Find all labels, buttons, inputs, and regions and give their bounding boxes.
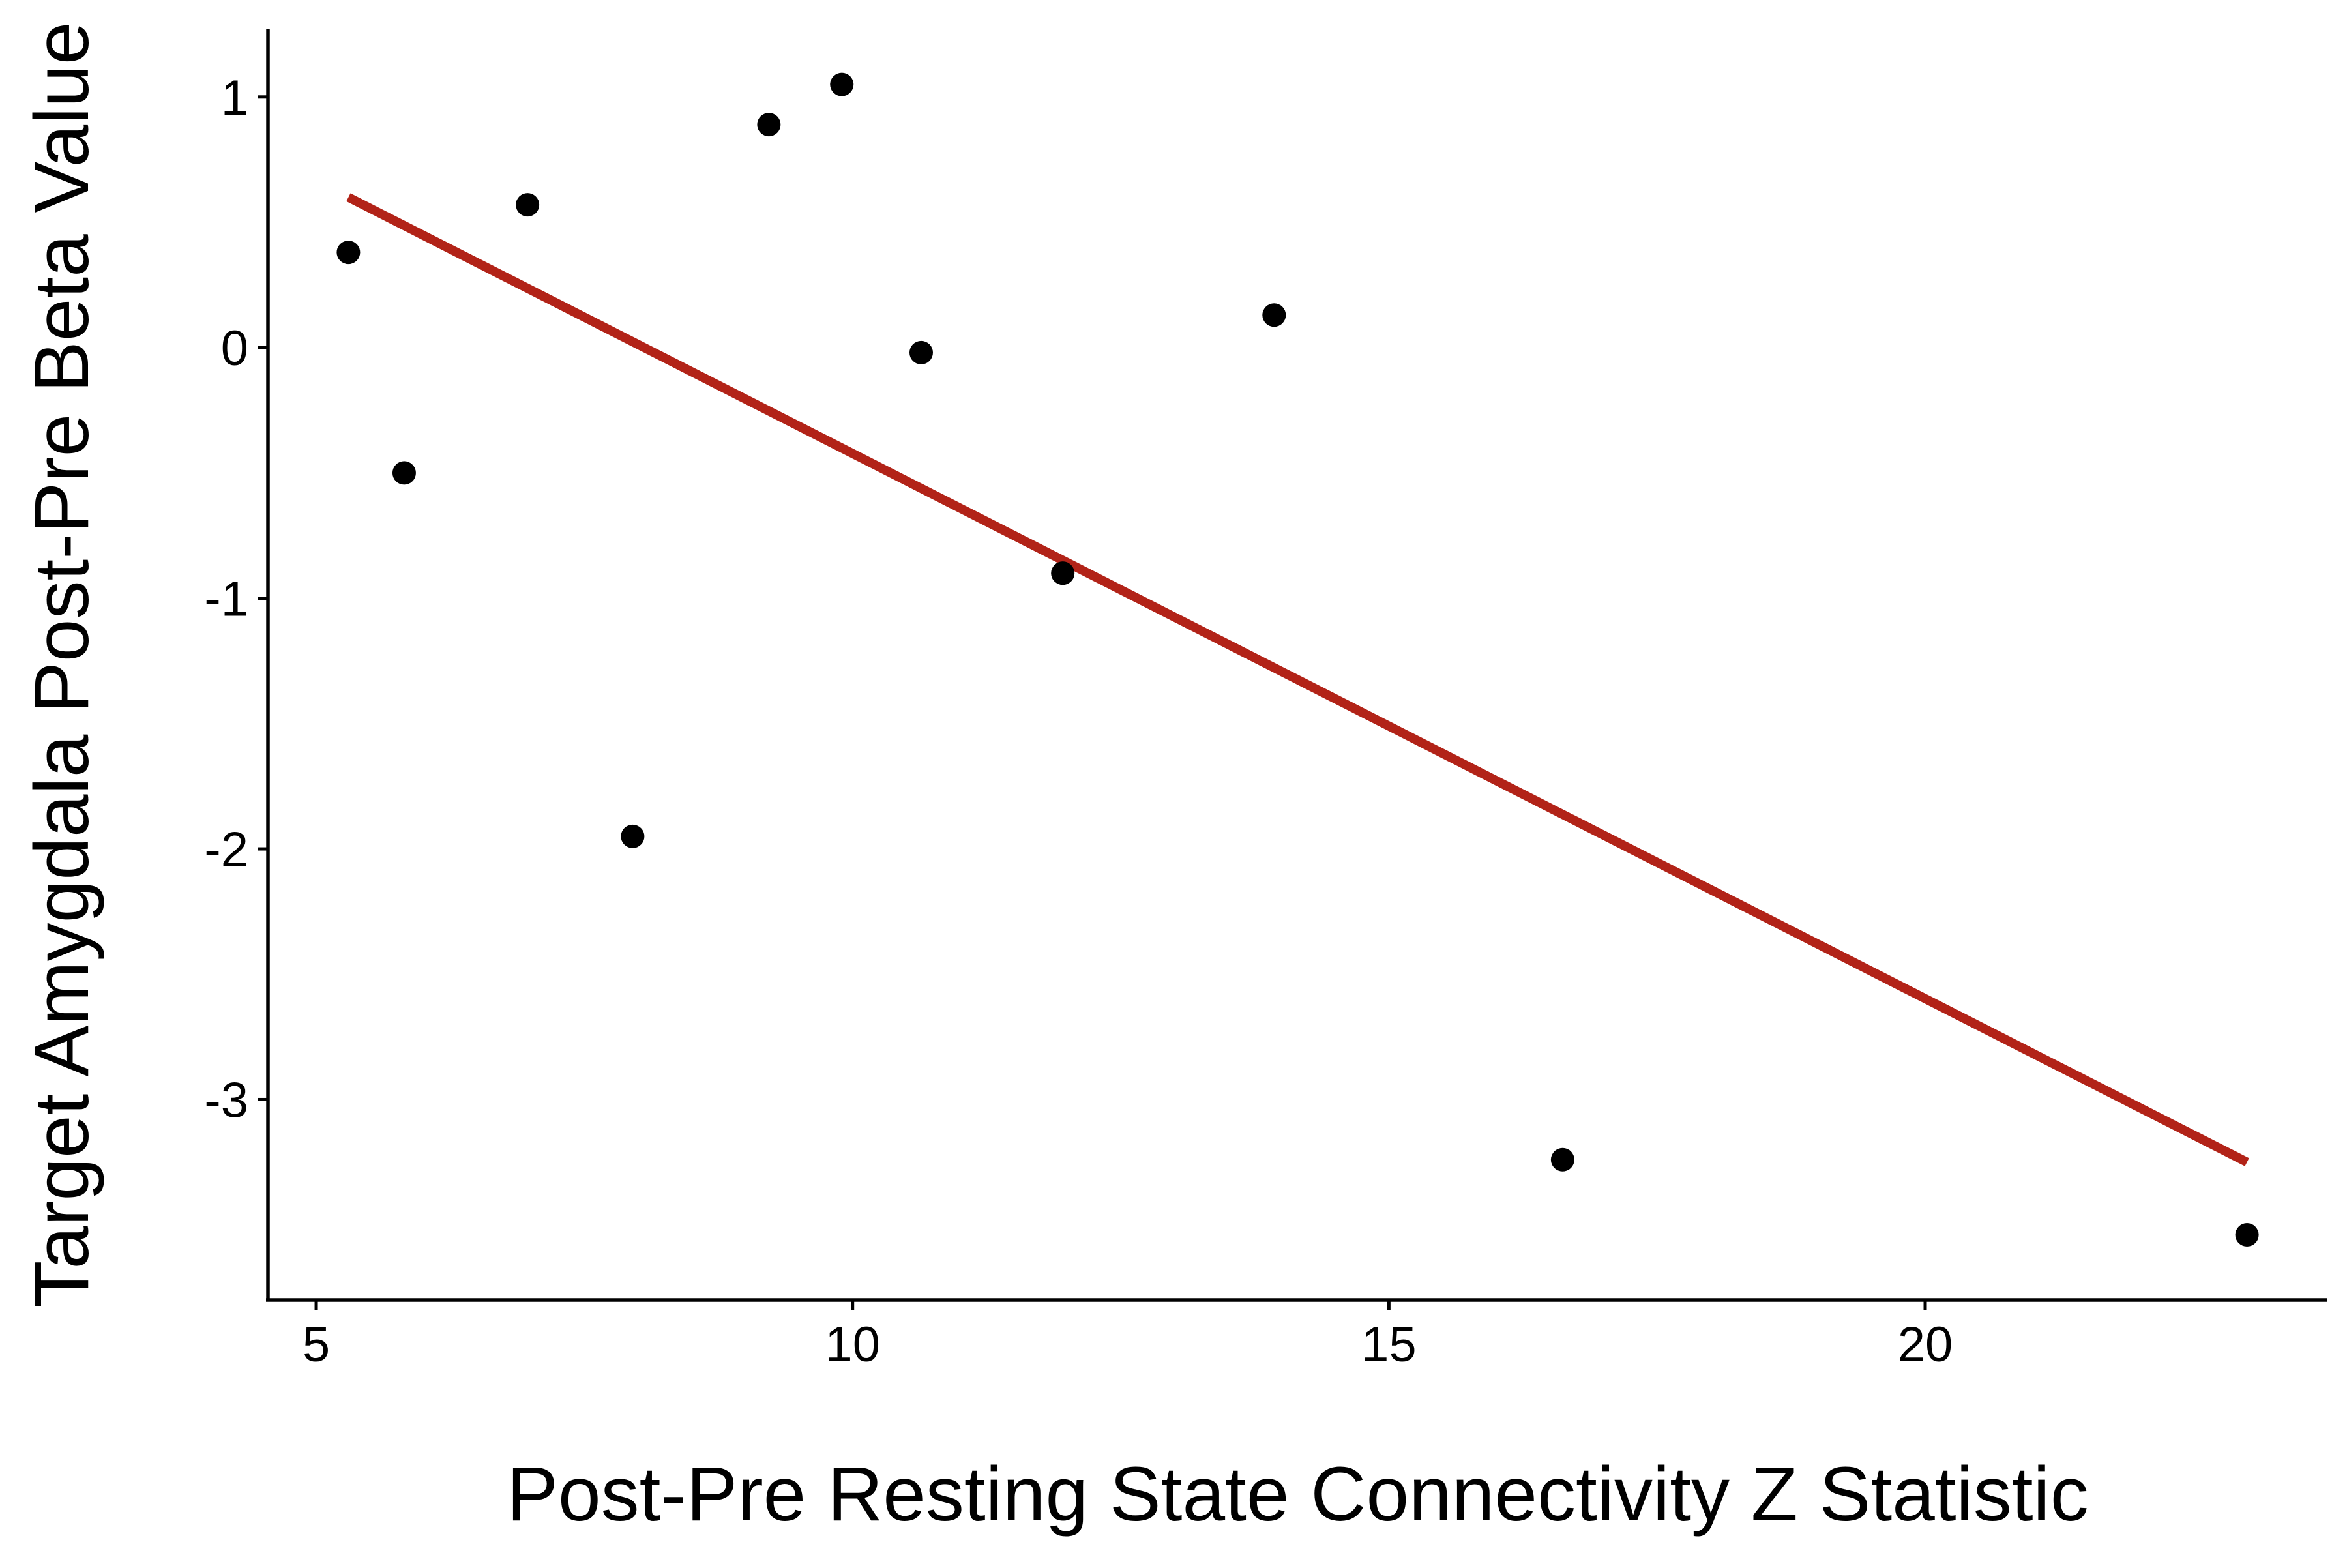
data-point — [516, 193, 540, 217]
axes-layer — [266, 29, 2327, 1302]
data-point — [621, 824, 645, 848]
y-tick-label: -3 — [204, 1072, 248, 1128]
x-tick-label: 15 — [1361, 1317, 1417, 1372]
y-tick-label: 1 — [221, 70, 248, 126]
data-point — [757, 113, 781, 137]
data-point — [336, 241, 361, 265]
data-point — [1550, 1147, 1574, 1172]
x-tick-label: 20 — [1898, 1317, 1953, 1372]
x-tick-label: 10 — [825, 1317, 880, 1372]
data-point — [1262, 303, 1286, 327]
regression-line — [346, 193, 2249, 1166]
x-axis-ticks: 5 10 15 20 — [303, 1300, 1953, 1372]
data-point — [1051, 561, 1075, 585]
x-axis-title: Post-Pre Resting State Connectivity Z St… — [507, 1451, 2089, 1537]
y-axis-ticks: 1 0 -1 -2 -3 — [204, 70, 268, 1128]
data-point — [830, 72, 854, 96]
y-tick-label: 0 — [221, 321, 248, 376]
fit-line-layer — [346, 193, 2249, 1166]
y-axis-title: Target Amygdala Post-Pre Beta Value — [19, 22, 105, 1307]
data-point — [392, 461, 416, 485]
data-points-layer — [336, 72, 2259, 1247]
data-point — [909, 340, 933, 364]
x-tick-label: 5 — [303, 1317, 330, 1372]
y-tick-label: -2 — [204, 822, 248, 878]
y-tick-label: -1 — [204, 572, 248, 627]
data-point — [2235, 1223, 2259, 1247]
